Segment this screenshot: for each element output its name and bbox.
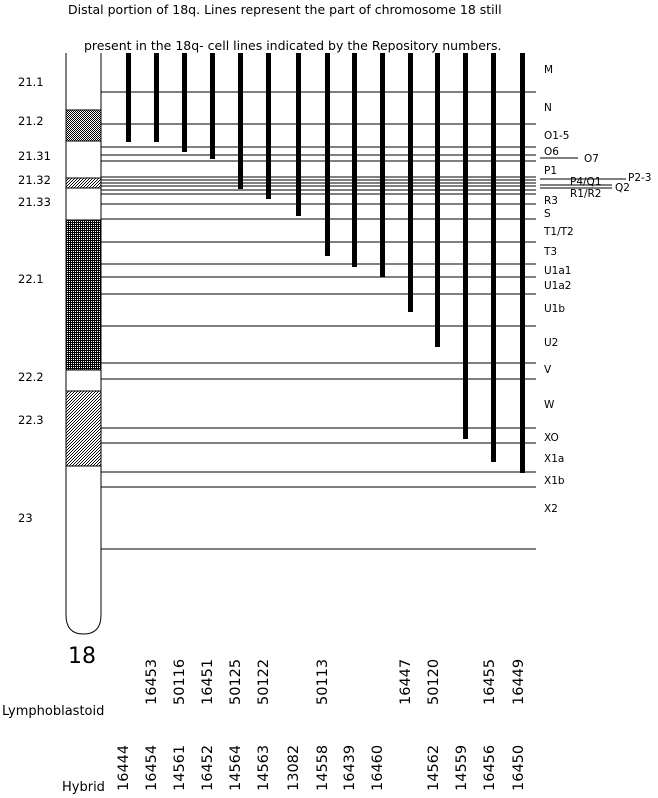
retained-segment-bar bbox=[210, 53, 215, 159]
retained-segment-bar bbox=[408, 53, 413, 312]
band-22-1 bbox=[66, 220, 101, 370]
lymphoblastoid-row-label: Lymphoblastoid bbox=[2, 704, 104, 719]
region-label: P1 bbox=[544, 165, 557, 177]
retained-segment-bar bbox=[463, 53, 468, 439]
band-21-32 bbox=[66, 178, 101, 188]
region-label: N bbox=[544, 102, 552, 114]
band-label: 22.2 bbox=[18, 370, 44, 384]
region-label: M bbox=[544, 64, 553, 76]
retained-segment-bar bbox=[154, 53, 159, 142]
region-label: U2 bbox=[544, 337, 558, 349]
retained-segment-bar bbox=[520, 53, 525, 473]
title-line-1: Distal portion of 18q. Lines represent t… bbox=[68, 2, 502, 17]
region-label: T1/T2 bbox=[543, 226, 574, 238]
region-label: P4/Q1 bbox=[570, 176, 602, 188]
band-label: 21.32 bbox=[18, 173, 51, 187]
title-line-2: present in the 18q- cell lines indicated… bbox=[84, 38, 502, 53]
lymphoblastoid-number: 16449 bbox=[511, 659, 527, 705]
retained-segment-bar bbox=[380, 53, 385, 277]
band-label: 22.3 bbox=[18, 413, 44, 427]
hybrid-number: 14559 bbox=[454, 745, 470, 791]
lymphoblastoid-number: 50125 bbox=[228, 659, 244, 705]
hybrid-number: 16444 bbox=[116, 745, 132, 791]
hybrid-row-label: Hybrid bbox=[62, 780, 105, 795]
band-label: 21.1 bbox=[18, 75, 44, 89]
band-labels: 21.1 21.2 21.31 21.32 21.33 22.1 22.2 22… bbox=[18, 75, 51, 525]
hybrid-number: 14563 bbox=[256, 745, 272, 791]
region-label: U1a2 bbox=[544, 280, 571, 292]
cell-line-bars bbox=[126, 53, 525, 473]
retained-segment-bar bbox=[126, 53, 131, 142]
region-label: X1b bbox=[544, 475, 565, 487]
hybrid-number: 14562 bbox=[426, 745, 442, 791]
region-label: T3 bbox=[543, 246, 557, 258]
retained-segment-bar bbox=[238, 53, 243, 189]
hybrid-number: 16460 bbox=[370, 745, 386, 791]
region-label: R3 bbox=[544, 195, 558, 207]
retained-segment-bar bbox=[491, 53, 496, 462]
chromosome-ideogram bbox=[65, 53, 102, 635]
region-label: Q2 bbox=[615, 182, 630, 194]
region-label: XO bbox=[544, 432, 559, 444]
band-22-3 bbox=[66, 391, 101, 466]
region-label: U1a1 bbox=[544, 265, 571, 277]
band-21-2 bbox=[66, 110, 101, 141]
chromosome-name: 18 bbox=[68, 644, 96, 669]
lymphoblastoid-number: 50116 bbox=[172, 659, 188, 705]
band-label: 21.33 bbox=[18, 195, 51, 209]
retained-segment-bar bbox=[435, 53, 440, 347]
region-label: V bbox=[544, 364, 552, 376]
lymphoblastoid-number: 50113 bbox=[315, 659, 331, 705]
hybrid-number: 16439 bbox=[342, 745, 358, 791]
region-label: X1a bbox=[544, 453, 564, 465]
region-label: X2 bbox=[544, 503, 558, 515]
retained-segment-bar bbox=[325, 53, 330, 256]
hybrid-numbers: 16444 16454 14561 16452 14564 14563 1308… bbox=[116, 745, 527, 791]
hybrid-number: 14564 bbox=[228, 745, 244, 791]
hybrid-number: 16452 bbox=[200, 745, 216, 791]
region-label: O7 bbox=[584, 153, 599, 165]
lymphoblastoid-number: 16447 bbox=[398, 659, 414, 705]
retained-segment-bar bbox=[296, 53, 301, 216]
region-label: O1-5 bbox=[544, 130, 569, 142]
hybrid-number: 16454 bbox=[144, 745, 160, 791]
lymphoblastoid-number: 16453 bbox=[144, 659, 160, 705]
region-label: O6 bbox=[544, 146, 559, 158]
hybrid-number: 14561 bbox=[172, 745, 188, 791]
retained-segment-bar bbox=[182, 53, 187, 152]
lymphoblastoid-numbers: 16453 50116 16451 50125 50122 50113 1644… bbox=[144, 659, 527, 705]
region-labels: M N O1-5 O6 O7 P1 P2-3 P4/Q1 Q2 R1/R2 R3… bbox=[543, 64, 651, 515]
hybrid-number: 16456 bbox=[482, 745, 498, 791]
region-label: P2-3 bbox=[628, 172, 651, 184]
lymphoblastoid-number: 50122 bbox=[256, 659, 272, 705]
lymphoblastoid-number: 50120 bbox=[426, 659, 442, 705]
hybrid-number: 14558 bbox=[315, 745, 331, 791]
chromosome-outline bbox=[65, 53, 102, 635]
lymphoblastoid-number: 16451 bbox=[200, 659, 216, 705]
retained-segment-bar bbox=[352, 53, 357, 267]
region-label: S bbox=[544, 208, 551, 220]
hybrid-number: 13082 bbox=[286, 745, 302, 791]
retained-segment-bar bbox=[266, 53, 271, 199]
region-label: U1b bbox=[544, 303, 565, 315]
region-label: R1/R2 bbox=[570, 188, 602, 200]
band-label: 21.2 bbox=[18, 114, 44, 128]
region-label: W bbox=[544, 399, 555, 411]
lymphoblastoid-number: 16455 bbox=[482, 659, 498, 705]
band-label: 22.1 bbox=[18, 272, 44, 286]
band-label: 21.31 bbox=[18, 149, 51, 163]
hybrid-number: 16450 bbox=[511, 745, 527, 791]
band-label: 23 bbox=[18, 511, 33, 525]
